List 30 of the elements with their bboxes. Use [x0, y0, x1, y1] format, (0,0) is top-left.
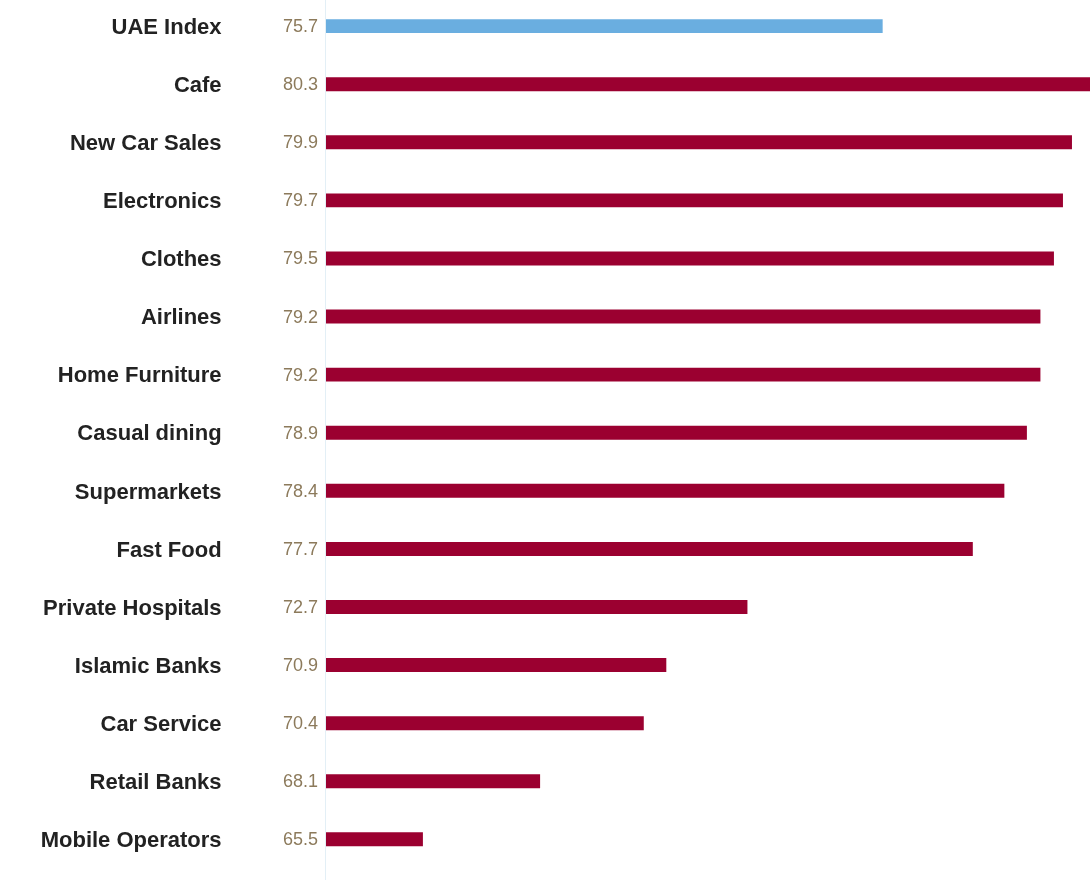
- y-tick-label: Electronics: [102, 188, 222, 214]
- y-tick-label: New Car Sales: [69, 130, 222, 156]
- y-tick-label: Retail Banks: [89, 768, 222, 794]
- data-label: 80.3: [283, 74, 319, 94]
- y-tick-label: UAE Index: [111, 13, 223, 39]
- data-label: 65.5: [283, 829, 319, 849]
- y-tick-label: Home Furniture: [57, 362, 222, 388]
- data-label: 70.4: [283, 713, 319, 733]
- y-tick-label: Cafe: [173, 71, 222, 97]
- y-tick-label: Airlines: [140, 304, 222, 330]
- y-tick-label: Casual dining: [77, 420, 222, 446]
- data-label: 77.7: [283, 539, 319, 559]
- y-tick-label: Mobile Operators: [40, 827, 222, 853]
- data-label: 68.1: [283, 771, 319, 791]
- y-tick-label: Fast Food: [116, 536, 222, 562]
- y-tick-label: Clothes: [140, 246, 222, 272]
- data-label: 72.7: [283, 597, 319, 617]
- data-label: 70.9: [283, 655, 319, 675]
- data-label: 78.9: [283, 423, 319, 443]
- data-label: 78.4: [283, 481, 319, 501]
- data-label: 79.2: [283, 307, 319, 327]
- data-label: 75.7: [283, 16, 319, 36]
- y-tick-label: Car Service: [100, 710, 222, 736]
- y-tick-label: Islamic Banks: [74, 652, 222, 678]
- data-label: 79.7: [283, 190, 319, 210]
- data-label: 79.9: [283, 132, 319, 152]
- y-tick-label: Private Hospitals: [43, 594, 222, 620]
- y-tick-label: Supermarkets: [74, 478, 222, 504]
- data-label: 79.2: [283, 365, 319, 385]
- data-label: 79.5: [283, 248, 319, 268]
